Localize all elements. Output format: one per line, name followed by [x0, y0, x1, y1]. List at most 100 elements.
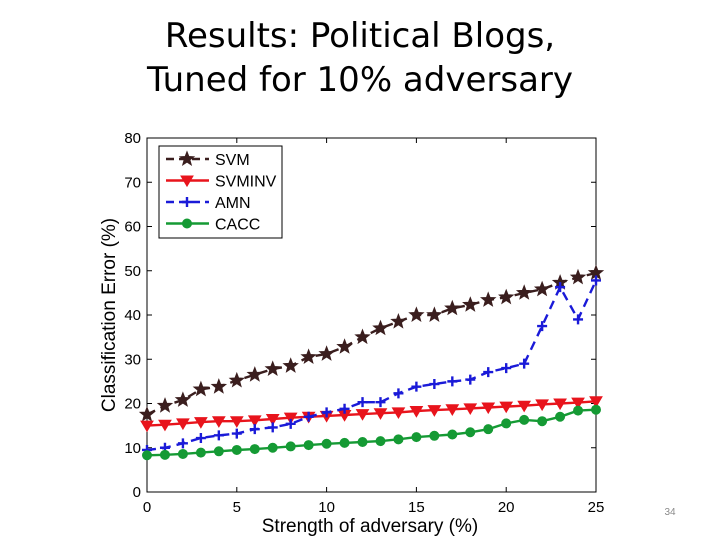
data-point-svminv	[283, 412, 298, 425]
y-tick-label: 0	[133, 484, 141, 501]
data-point-amn	[447, 376, 458, 387]
data-point-cacc	[591, 404, 601, 415]
data-point-svm	[228, 371, 245, 388]
data-point-svm	[138, 405, 156, 422]
data-point-amn	[591, 275, 601, 286]
data-point-svminv	[265, 413, 280, 426]
data-point-svm	[354, 328, 371, 345]
series-svminv	[140, 396, 603, 433]
data-point-svm	[515, 284, 533, 300]
legend-marker	[180, 175, 194, 188]
data-point-svm	[462, 296, 479, 312]
data-point-svm	[498, 288, 515, 305]
data-point-cacc	[249, 444, 260, 455]
data-point-amn	[519, 358, 530, 369]
data-point-cacc	[303, 440, 314, 451]
data-point-svminv	[391, 407, 406, 420]
legend-marker	[182, 197, 192, 207]
data-point-cacc	[483, 424, 494, 435]
legend-label: SVMINV	[215, 174, 277, 191]
data-point-amn	[213, 430, 224, 441]
legend-label: CACC	[215, 217, 260, 234]
data-point-amn	[573, 314, 584, 325]
data-point-svminv	[589, 396, 603, 408]
legend-marker	[182, 218, 192, 229]
data-point-amn	[483, 367, 494, 378]
data-point-cacc	[465, 427, 476, 438]
y-axis-label: Classification Error (%)	[99, 218, 120, 412]
data-point-svminv	[158, 419, 172, 432]
data-point-svminv	[517, 400, 532, 413]
data-point-amn	[375, 397, 386, 408]
data-point-cacc	[501, 418, 512, 429]
data-point-amn	[555, 282, 566, 293]
slide-title-line-2: Tuned for 10% adversary	[146, 60, 574, 100]
data-point-cacc	[231, 444, 242, 455]
x-tick-label: 15	[408, 499, 425, 516]
data-point-svm	[336, 338, 353, 354]
data-point-cacc	[339, 437, 350, 448]
y-tick-label: 10	[124, 440, 141, 457]
slide-title: Results: Political Blogs, Tuned for 10% …	[0, 14, 720, 102]
data-point-svm	[372, 319, 389, 336]
data-point-amn	[429, 379, 440, 390]
y-tick-label: 30	[124, 351, 141, 368]
data-point-svminv	[445, 404, 460, 416]
data-point-cacc	[411, 432, 422, 443]
legend-marker	[178, 150, 196, 167]
x-tick-label: 20	[498, 499, 515, 516]
data-point-cacc	[177, 448, 188, 459]
data-point-svm	[174, 391, 192, 407]
data-point-cacc	[393, 434, 404, 445]
slide-title-line-1: Results: Political Blogs,	[164, 16, 556, 56]
data-point-svm	[300, 348, 317, 365]
data-point-svminv	[140, 420, 154, 433]
data-point-svminv	[176, 418, 190, 431]
data-point-svm	[156, 397, 174, 413]
data-point-cacc	[267, 442, 278, 453]
data-point-svm	[390, 312, 407, 329]
data-point-amn	[177, 438, 188, 449]
data-point-cacc	[213, 446, 224, 457]
data-point-amn	[303, 411, 314, 422]
x-axis-label: Strength of adversary (%)	[262, 516, 478, 537]
data-point-svminv	[355, 409, 370, 421]
series-amn	[142, 275, 601, 455]
x-tick-label: 5	[233, 499, 241, 516]
data-point-cacc	[447, 429, 458, 440]
data-point-svm	[444, 299, 461, 316]
data-point-cacc	[429, 430, 440, 441]
data-point-cacc	[195, 447, 206, 458]
data-point-cacc	[519, 414, 530, 425]
series-cacc	[142, 404, 601, 461]
data-point-svminv	[553, 398, 567, 411]
data-point-amn	[465, 374, 476, 385]
data-point-svminv	[229, 416, 244, 428]
data-point-svm	[192, 380, 210, 397]
slide-number: 34	[664, 507, 676, 518]
data-point-amn	[195, 433, 206, 444]
data-point-cacc	[285, 441, 296, 452]
data-point-amn	[393, 388, 404, 399]
data-point-amn	[411, 381, 422, 392]
data-point-amn	[357, 397, 368, 408]
x-tick-label: 25	[588, 499, 605, 516]
data-point-svminv	[535, 399, 549, 412]
data-point-svm	[426, 306, 443, 323]
data-point-svminv	[463, 403, 478, 416]
data-point-amn	[339, 403, 350, 414]
data-point-cacc	[537, 416, 548, 427]
data-point-svminv	[427, 405, 442, 417]
data-point-cacc	[142, 450, 152, 461]
y-tick-label: 40	[124, 307, 141, 324]
data-point-svminv	[481, 402, 496, 415]
data-point-amn	[267, 422, 278, 433]
data-point-amn	[501, 363, 512, 374]
data-point-svminv	[499, 401, 514, 414]
data-point-amn	[537, 321, 548, 332]
data-point-svm	[246, 366, 263, 382]
data-point-cacc	[159, 449, 170, 460]
data-point-cacc	[321, 438, 332, 449]
data-point-svminv	[409, 406, 424, 418]
